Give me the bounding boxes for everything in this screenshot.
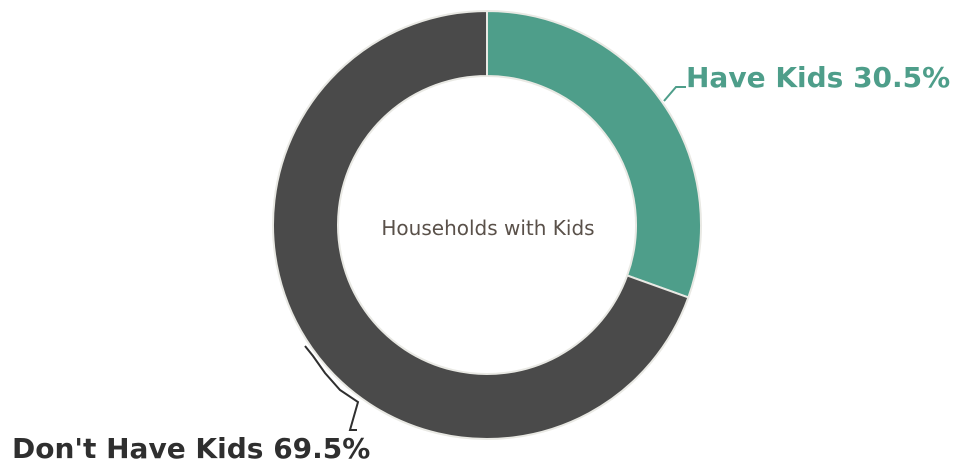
donut-slice-have-kids (486, 9, 702, 299)
donut-slice-don-t-have-kids (272, 9, 690, 440)
leader-line-dont-have-kids (304, 345, 360, 431)
slice-label-dont-have-kids: Don't Have Kids 69.5% (12, 432, 370, 465)
donut-center-label: Households with Kids (381, 216, 594, 240)
donut-slices (272, 9, 702, 440)
slice-label-have-kids: Have Kids 30.5% (686, 61, 950, 94)
leader-line-have-kids (663, 86, 686, 102)
